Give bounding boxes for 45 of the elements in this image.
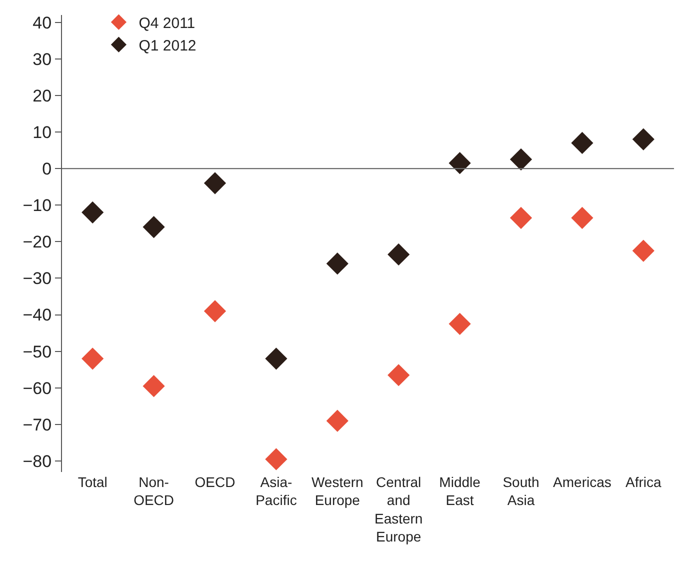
point (571, 132, 594, 154)
y-tick-label: 30 (32, 50, 52, 69)
point (204, 300, 226, 322)
point (510, 148, 532, 170)
point (571, 206, 594, 229)
x-tick-label: Asia-Pacific (256, 474, 297, 508)
y-tick-label: −10 (22, 196, 52, 216)
y-tick-label: −30 (22, 269, 52, 288)
y-tick-label: 40 (32, 13, 52, 32)
x-tick-label: Central and Eastern Europe (374, 474, 423, 545)
point (510, 206, 532, 229)
y-tick-label: −20 (22, 232, 52, 252)
x-tick-label: South Asia (502, 474, 540, 508)
y-tick-label: −80 (22, 452, 52, 471)
x-tick-label: Africa (626, 474, 662, 490)
point (388, 364, 410, 386)
point (632, 128, 654, 150)
y-tick-label: −70 (22, 415, 52, 434)
point (326, 252, 348, 275)
y-tick-label: 20 (32, 86, 52, 106)
point (204, 172, 226, 194)
x-tick-label: Americas (553, 474, 612, 490)
point (388, 243, 410, 266)
y-tick-label: −40 (22, 306, 52, 325)
x-tick-label: Middle East (439, 474, 481, 508)
y-tick-label: 10 (32, 122, 52, 142)
point (265, 348, 288, 370)
point (448, 312, 471, 335)
point (265, 448, 288, 470)
x-tick-label: Western Europe (311, 474, 364, 508)
point (142, 216, 165, 238)
point (448, 152, 471, 174)
point (82, 201, 104, 224)
y-tick-label: −60 (22, 378, 52, 398)
point (142, 375, 165, 398)
y-tick-label: 0 (42, 160, 52, 178)
legend-label: Q1 2012 (138, 37, 196, 54)
legend-label: Q4 2011 (138, 14, 196, 32)
point (82, 348, 104, 370)
x-tick-label: Total (78, 474, 108, 490)
point (632, 240, 654, 262)
y-tick-label: −50 (22, 342, 52, 362)
x-tick-label: OECD (194, 474, 236, 490)
point (326, 410, 348, 432)
x-tick-label: Non-OECD (134, 474, 174, 508)
